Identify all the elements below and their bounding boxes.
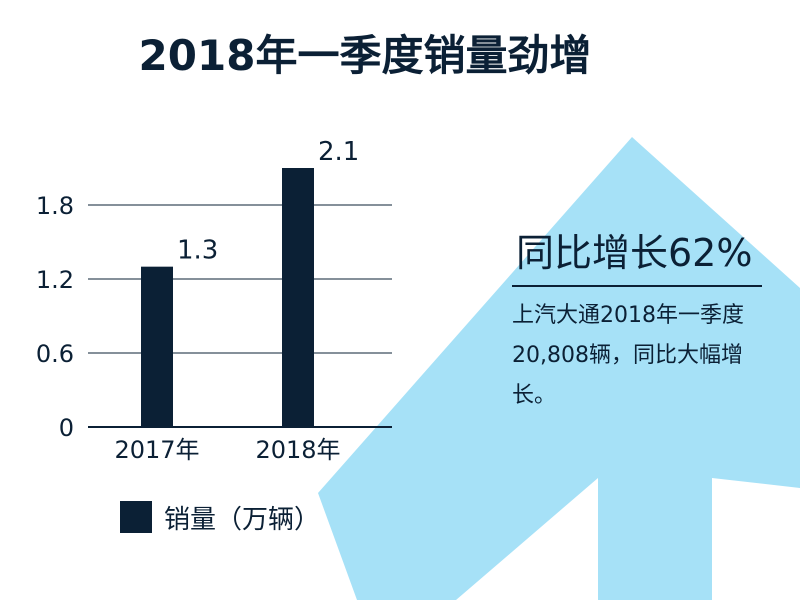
legend-label: 销量（万辆） [164, 504, 321, 535]
legend-swatch [120, 501, 152, 533]
growth-description: 上汽大通2018年一季度20,808辆，同比大幅增长。 [512, 303, 744, 408]
data-label: 2.1 [318, 137, 359, 167]
x-tick-label: 2018年 [255, 436, 340, 464]
arrow-shape [318, 137, 800, 600]
y-tick-label: 0 [59, 414, 74, 442]
x-tick-label: 2017年 [114, 436, 199, 464]
legend: 销量（万辆） [120, 500, 321, 535]
y-tick-label: 0.6 [36, 340, 74, 368]
bars [141, 168, 314, 427]
data-labels: 1.3 2.1 [177, 137, 359, 266]
y-tick-label: 1.2 [36, 266, 74, 294]
grid-lines [88, 204, 392, 428]
x-axis-ticks: 2017年 2018年 [114, 436, 340, 464]
bar-2018年 [282, 168, 314, 427]
y-axis-ticks: 0 0.6 1.2 1.8 [36, 192, 74, 442]
bar-2017年 [141, 266, 173, 427]
page-title: 2018年一季度销量劲增 [138, 31, 592, 80]
y-tick-label: 1.8 [36, 192, 74, 220]
callout-divider [512, 285, 762, 287]
data-label: 1.3 [177, 236, 218, 266]
growth-headline: 同比增长62% [516, 231, 753, 275]
